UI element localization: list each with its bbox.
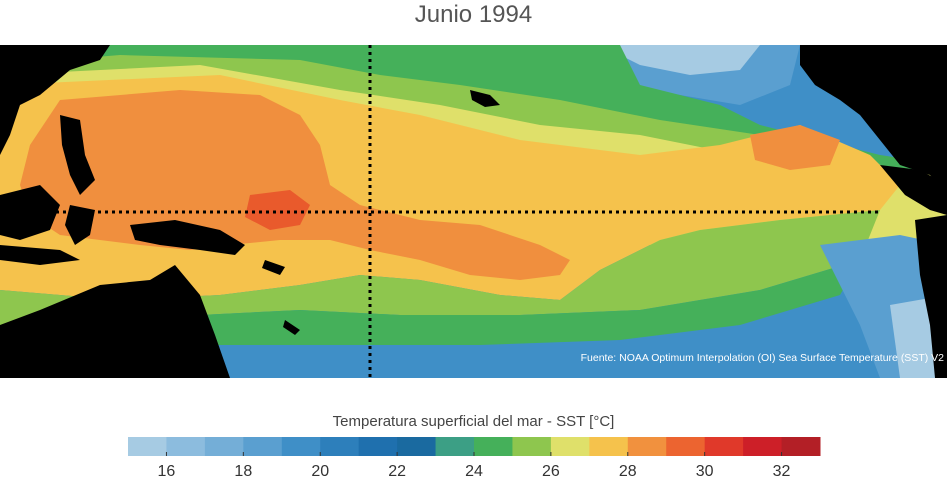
colorbar-tick-label: 20 xyxy=(311,463,329,480)
ocean-teal-south xyxy=(0,260,860,355)
ocean-green-south xyxy=(0,210,880,325)
land xyxy=(0,45,947,378)
sst-map: Fuente: NOAA Optimum Interpolation (OI) … xyxy=(0,45,947,378)
colorbar-tick-label: 26 xyxy=(542,463,560,480)
colorbar-block xyxy=(743,437,783,456)
colorbar-block xyxy=(397,437,437,456)
land-nz-north xyxy=(283,320,300,335)
colorbar-block xyxy=(589,437,629,456)
colorbar-ticks: 16 18 20 22 24 26 28 30 32 xyxy=(158,452,791,480)
land-australia xyxy=(0,265,230,378)
land-new-guinea xyxy=(130,220,245,255)
ocean-warm-pool-east xyxy=(750,125,840,170)
source-text: Fuente: NOAA Optimum Interpolation (OI) … xyxy=(581,352,945,364)
colorbar-block xyxy=(281,437,321,456)
land-hawaii xyxy=(470,90,500,107)
colorbar-block xyxy=(166,437,206,456)
colorbar-tick-label: 28 xyxy=(619,463,637,480)
land-asia xyxy=(0,45,110,155)
chart-title: Junio 1994 xyxy=(414,1,533,28)
colorbar-block xyxy=(435,437,475,456)
colorbar-block xyxy=(358,437,398,456)
colorbar-block xyxy=(243,437,283,456)
colorbar: 16 18 20 22 24 26 28 30 32 xyxy=(128,437,821,480)
colorbar-block xyxy=(204,437,244,456)
colorbar-tick-label: 16 xyxy=(158,463,176,480)
ocean-north-cold xyxy=(600,45,760,75)
colorbar-tick-label: 18 xyxy=(234,463,252,480)
colorbar-block xyxy=(666,437,706,456)
land-sulawesi xyxy=(65,205,95,245)
colorbar-label: Temperatura superficial del mar - SST [°… xyxy=(332,413,615,430)
colorbar-tick-label: 30 xyxy=(696,463,714,480)
land-central-america xyxy=(880,165,947,215)
colorbar-block xyxy=(550,437,590,456)
colorbar-tick-label: 32 xyxy=(773,463,791,480)
colorbar-blocks xyxy=(128,437,821,456)
land-solomon xyxy=(262,260,285,275)
land-north-america xyxy=(800,45,947,195)
colorbar-block xyxy=(627,437,667,456)
colorbar-block xyxy=(474,437,513,456)
colorbar-tick-label: 24 xyxy=(465,463,483,480)
colorbar-block xyxy=(704,437,744,456)
colorbar-block xyxy=(512,437,552,456)
land-south-america xyxy=(915,215,947,378)
colorbar-block xyxy=(781,437,821,456)
colorbar-block xyxy=(128,437,167,456)
ocean-hot-spot xyxy=(245,190,310,230)
land-java xyxy=(0,245,80,265)
land-philippines xyxy=(60,115,95,195)
colorbar-tick-label: 22 xyxy=(388,463,406,480)
colorbar-block xyxy=(320,437,360,456)
